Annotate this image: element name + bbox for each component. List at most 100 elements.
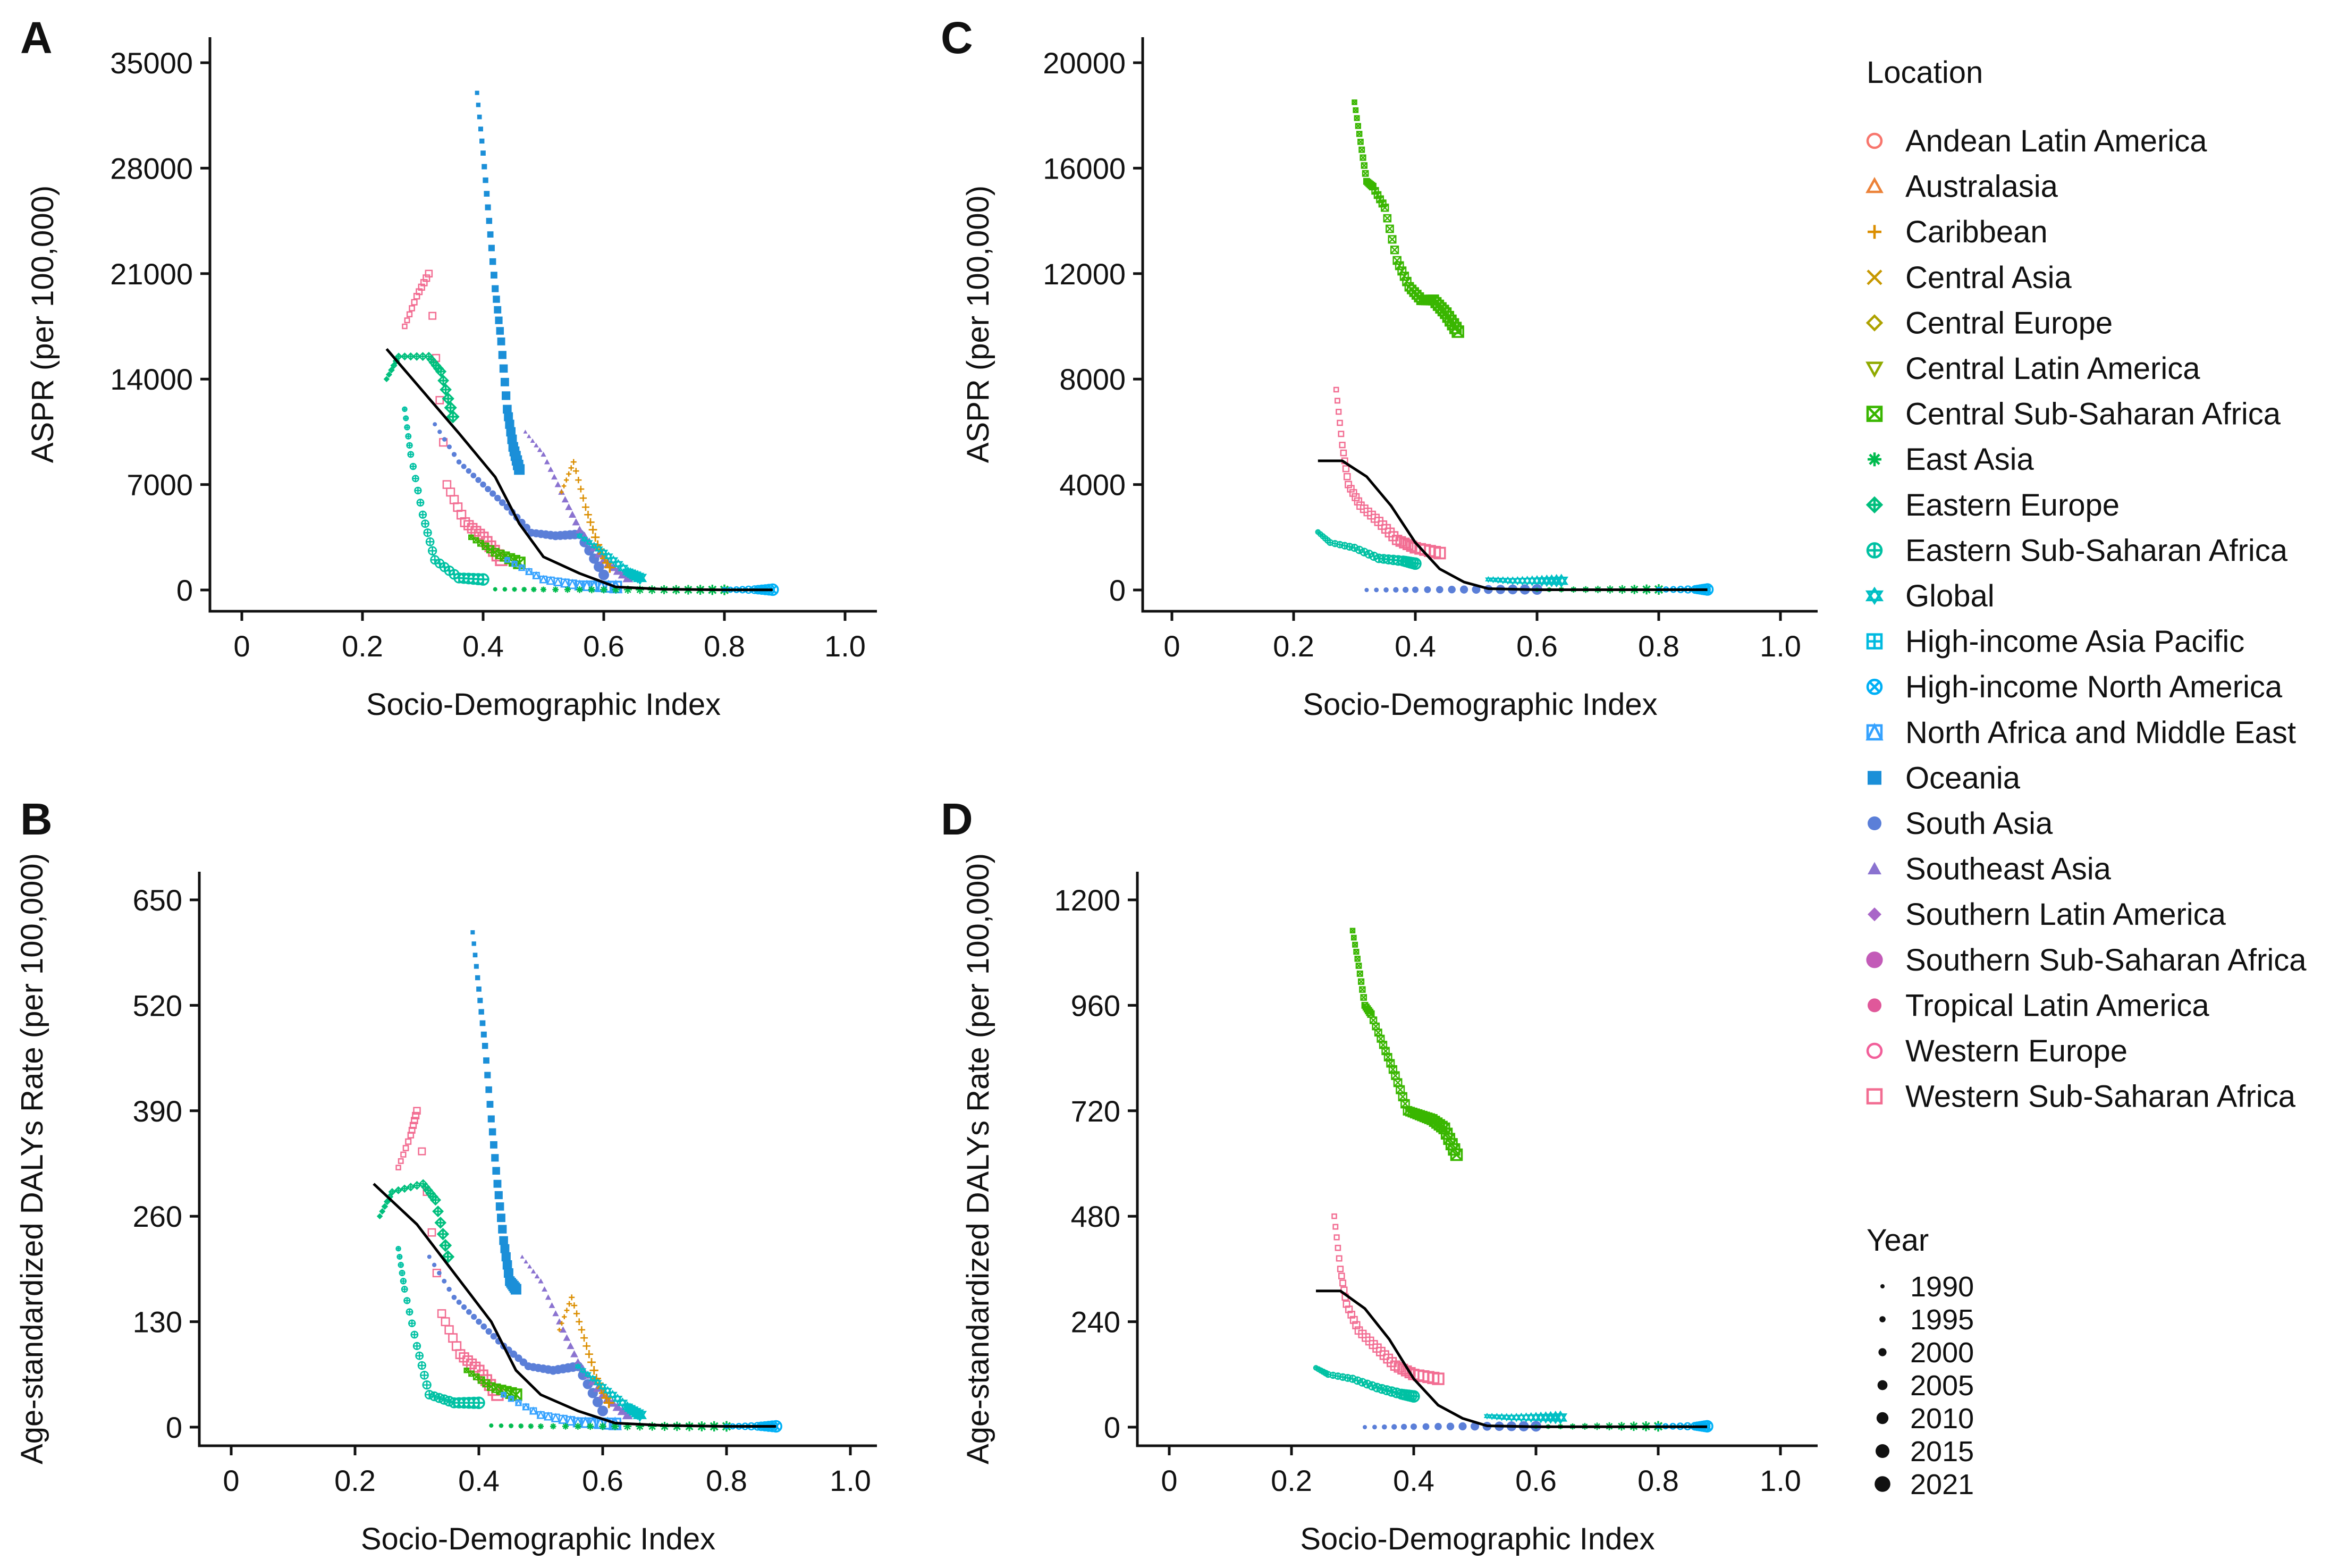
data-point <box>423 528 432 537</box>
legend-year-item: 2000 <box>1878 1337 1974 1369</box>
data-point <box>593 1378 602 1387</box>
series-western-sub-saharan-africa <box>1331 1213 1445 1385</box>
data-point <box>413 1107 421 1115</box>
series-global <box>1485 574 1568 588</box>
data-point <box>1372 1424 1377 1430</box>
x-tick-label: 0.6 <box>1516 629 1558 663</box>
data-point <box>424 1390 434 1400</box>
data-point <box>483 177 488 183</box>
y-tick-label: 12000 <box>1043 257 1126 291</box>
data-point <box>484 191 490 197</box>
legend-location-label: Oceania <box>1905 761 2021 795</box>
data-point <box>470 526 482 537</box>
y-tick-label: 1200 <box>1054 883 1120 917</box>
data-point <box>601 1393 612 1403</box>
data-point <box>499 1236 508 1245</box>
legend-year-dot <box>1877 1380 1888 1390</box>
data-point <box>1352 493 1360 501</box>
data-point <box>565 503 573 510</box>
data-point <box>479 1020 486 1026</box>
data-point <box>477 114 482 120</box>
data-point <box>466 1309 472 1315</box>
data-point <box>1362 170 1369 177</box>
data-point <box>623 1422 632 1431</box>
data-point <box>410 1330 419 1339</box>
data-point <box>564 1308 570 1313</box>
data-point <box>466 468 471 474</box>
data-point <box>1494 576 1502 584</box>
data-point <box>544 1411 553 1421</box>
data-point <box>511 560 518 567</box>
legend-marker <box>1866 1088 1883 1105</box>
scatter-points <box>1313 928 1713 1433</box>
legend-location-label: High-income Asia Pacific <box>1905 625 2244 659</box>
data-point <box>1343 1300 1350 1308</box>
data-point <box>613 559 623 569</box>
data-point <box>1485 576 1492 583</box>
data-point <box>422 1380 432 1390</box>
data-point <box>466 1358 477 1370</box>
y-tick-label: 260 <box>133 1200 182 1233</box>
data-point <box>561 484 567 488</box>
legend: Location Andean Latin America Australasia… <box>1865 55 2307 1500</box>
data-point <box>474 964 479 969</box>
series-eastern-europe <box>376 1179 455 1263</box>
data-point <box>446 410 460 424</box>
data-point <box>1386 224 1394 233</box>
y-tick-label: 960 <box>1071 989 1120 1022</box>
data-point <box>1337 1266 1344 1272</box>
legend-marker <box>1868 907 1881 922</box>
data-point <box>398 1158 404 1164</box>
data-point <box>530 1269 536 1274</box>
data-point <box>438 1239 452 1252</box>
data-point <box>564 586 571 593</box>
legend-marker <box>1868 862 1881 874</box>
legend-location-label: Central Asia <box>1905 260 2072 295</box>
x-axis-label: Socio-Demographic Index <box>361 1522 715 1556</box>
data-point <box>399 1270 406 1277</box>
legend-location-item: Central Latin America <box>1865 351 2200 386</box>
legend-marker <box>1868 998 1881 1013</box>
data-point <box>1352 941 1358 948</box>
legend-year-label: 1990 <box>1910 1271 1974 1303</box>
data-point <box>577 485 585 493</box>
data-point <box>599 1422 606 1430</box>
data-point <box>557 1327 562 1332</box>
data-point <box>1390 246 1399 255</box>
data-point <box>553 577 563 586</box>
legend-year-item: 1990 <box>1880 1271 1974 1303</box>
data-point <box>587 1358 596 1367</box>
data-point <box>1373 191 1382 199</box>
data-point <box>510 1350 518 1358</box>
legend-year-dot <box>1876 1412 1889 1424</box>
data-point <box>491 547 500 557</box>
legend-location-label: Eastern Sub-Saharan Africa <box>1905 533 2288 568</box>
legend-marker <box>1868 452 1881 467</box>
data-point <box>564 477 569 483</box>
data-point <box>617 1405 628 1415</box>
data-point <box>475 90 479 95</box>
axis-lines <box>198 872 877 1447</box>
data-point <box>510 1284 521 1295</box>
data-point <box>1356 131 1363 137</box>
data-point <box>461 463 467 469</box>
data-point <box>1354 497 1363 505</box>
legend-marker <box>1865 586 1884 605</box>
data-point <box>1335 1244 1341 1251</box>
series-eastern-sub-saharan-africa <box>1313 1365 1420 1403</box>
legend-location-label: Southern Sub-Saharan Africa <box>1905 943 2307 977</box>
data-point <box>507 434 517 444</box>
chart-panels: A 0 7000 14000 21000 28000 35000 0 0.2 0.4 0.6 0.8 1… <box>15 13 1818 1556</box>
data-point <box>449 495 459 504</box>
data-point <box>1340 449 1347 457</box>
data-point <box>483 1057 489 1064</box>
data-point <box>603 1386 612 1396</box>
data-point <box>508 1395 515 1402</box>
data-point <box>1354 956 1361 962</box>
data-point <box>1356 970 1363 977</box>
data-point <box>437 375 450 387</box>
x-tick-label: 1.0 <box>1760 629 1801 663</box>
legend-location-item: Eastern Sub-Saharan Africa <box>1866 533 2288 568</box>
x-tick-label: 0.6 <box>582 1464 623 1497</box>
data-point <box>1363 1379 1372 1389</box>
